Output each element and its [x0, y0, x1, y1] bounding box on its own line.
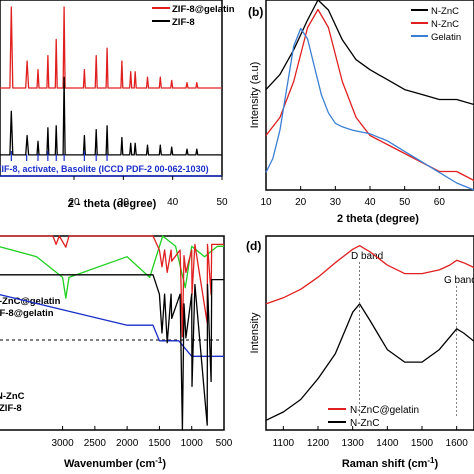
panel-c-frame [0, 235, 225, 431]
panel-a-reference-label: ZIF-8, activate, Basolite (ICCD PDF-2 00… [0, 164, 209, 174]
panel-c-xtick-label-5: 1000 [181, 438, 204, 449]
panel-b-xlabel: 2 theta (degree) [337, 213, 419, 225]
panel-b-legend-label-1: N-ZnC [431, 6, 459, 17]
panel-c-xtick-label-2: 2500 [84, 438, 107, 449]
panel-c-ftir-chart: N-ZnC@gelatin ZIF-8@gelatin N-ZnC ZIF-8 … [0, 235, 233, 470]
panel-d-ylabel: Intensity [249, 312, 261, 353]
panel-d-xtick-label-6: 1600 [446, 438, 469, 449]
panel-b-xtick-label-6: 60 [434, 197, 446, 208]
panel-a-xtick-label-2: 30 [118, 197, 130, 208]
panel-a-xtick-label-3: 40 [167, 197, 179, 208]
panel-d-series-1-line [265, 245, 474, 305]
panel-a-legend-label-1: ZIF-8@gelatin [172, 4, 235, 15]
panel-c-xtick-label-3: 2000 [116, 438, 139, 449]
panel-a-xtick-label-1: 20 [68, 197, 80, 208]
panel-c-label-n-znc: N-ZnC [0, 391, 25, 402]
panel-b-ylabel: Intensity (a.u) [249, 62, 261, 129]
panel-d-xtick-label-5: 1500 [411, 438, 434, 449]
panel-d-xlabel-tail: ) [435, 458, 439, 470]
panel-d-xlabel: Raman shift (cm-1) [342, 456, 439, 470]
panel-b-legend-label-3: Gelatin [431, 32, 461, 43]
panel-d-frame [265, 235, 474, 431]
panel-c-xtick-label-6: 500 [216, 438, 233, 449]
panel-a-xlabel: 2 - theta (degree) [68, 198, 157, 210]
panel-c-series-1-line [0, 235, 224, 299]
panel-b-xrd-chart: (b) Intensity (a.u) 2 theta (degree) N-Z… [248, 0, 474, 225]
panel-a-series-2-line [0, 76, 222, 156]
panel-c-series-4-line [0, 274, 224, 431]
panel-d-xtick-label-2: 1200 [307, 438, 330, 449]
panel-c-label-zif8: ZIF-8 [0, 403, 22, 414]
panel-a-legend-label-2: ZIF-8 [172, 17, 195, 28]
panel-a-series-1-line [0, 6, 222, 89]
panel-d-xlabel-text: Raman shift (cm [342, 458, 428, 470]
panel-d-xlabel-sup: -1 [427, 456, 435, 465]
panel-b-series-1-line [265, 0, 474, 106]
panel-a-xtick-label-4: 50 [216, 197, 228, 208]
panel-b-xtick-label-5: 50 [399, 197, 411, 208]
panel-d-annotation-d-band: D band [351, 251, 383, 262]
panel-d-raman-chart: (d) Intensity D band G band N-ZnC@gelati… [246, 235, 474, 470]
panel-c-xlabel-text: Wavenumber (cm [64, 458, 156, 470]
panel-b-series-3-line [265, 27, 474, 191]
panel-d-xtick-label-4: 1400 [376, 438, 399, 449]
panel-c-xlabel-tail: ) [162, 458, 166, 470]
panel-d-label: (d) [246, 239, 261, 253]
panel-d-xtick-label-1: 1100 [273, 438, 295, 449]
panel-b-xtick-label-1: 10 [260, 197, 272, 208]
panel-c-xlabel-sup: -1 [155, 456, 163, 465]
panel-b-legend-label-2: N-ZnC [431, 19, 459, 30]
panel-d-annotation-g-band: G band [444, 275, 474, 286]
panel-c-label-zif8-gelatin: ZIF-8@gelatin [0, 308, 54, 319]
panel-c-series-3-line [0, 294, 224, 357]
panel-d-xtick-label-3: 1300 [342, 438, 365, 449]
panel-b-xtick-label-2: 20 [295, 197, 307, 208]
panel-b-xtick-label-3: 30 [330, 197, 342, 208]
panel-c-xtick-label-4: 1500 [148, 438, 171, 449]
panel-c-xtick-label-1: 3000 [51, 438, 74, 449]
panel-c-xlabel: Wavenumber (cm-1) [64, 456, 166, 470]
panel-d-series-2-line [265, 303, 474, 421]
panel-b-label: (b) [248, 5, 263, 19]
panel-d-legend-label-1: N-ZnC@gelatin [350, 405, 419, 416]
panel-d-legend-label-2: N-ZnC [350, 418, 379, 429]
panel-b-xtick-label-4: 40 [364, 197, 376, 208]
panel-a-xrd-chart: ZIF-8, activate, Basolite (ICCD PDF-2 00… [0, 0, 235, 210]
